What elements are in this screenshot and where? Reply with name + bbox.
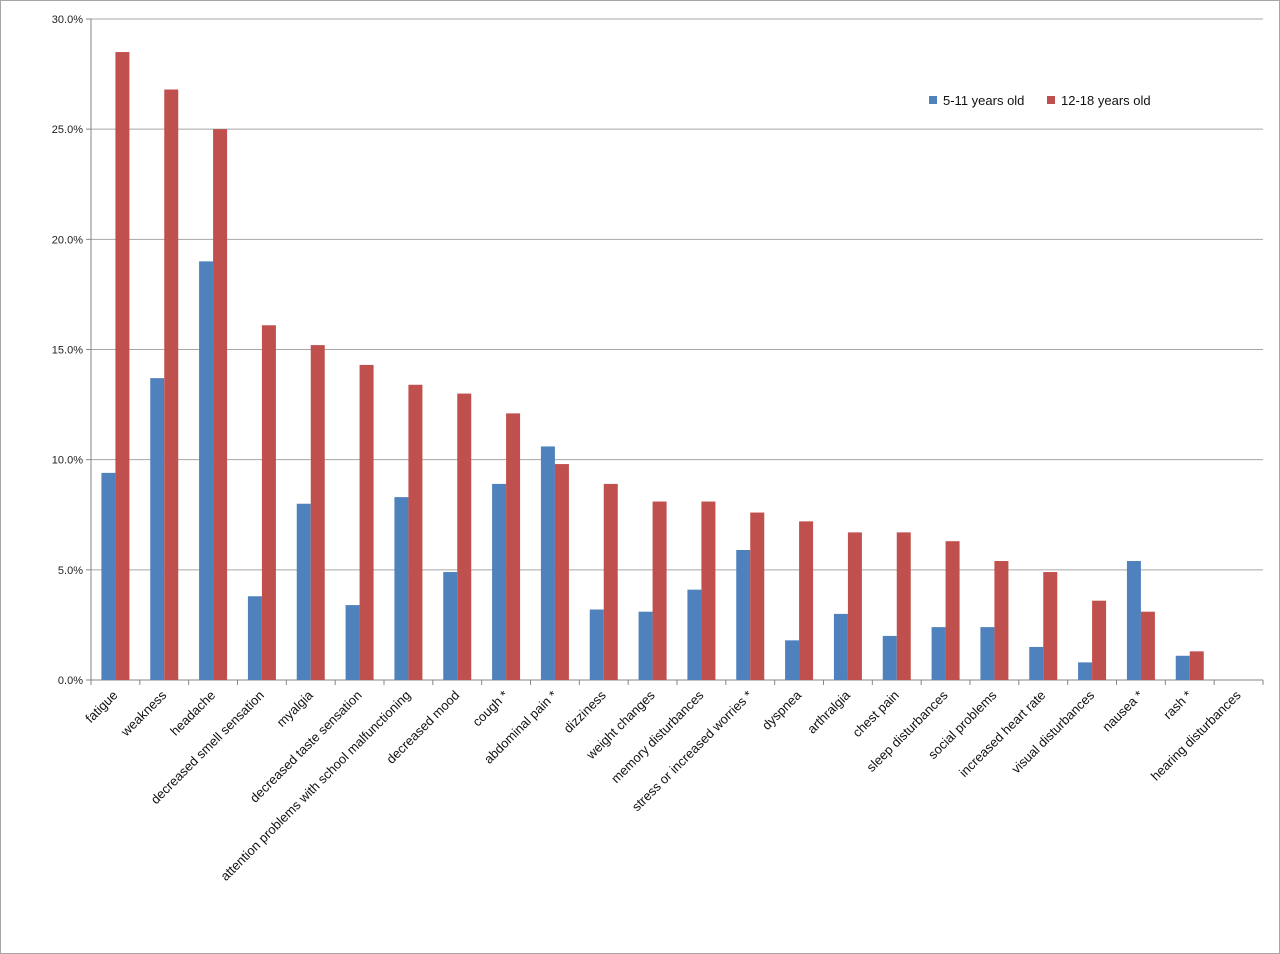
category-label: visual disturbances — [1008, 687, 1097, 776]
category-label: cough * — [469, 688, 511, 730]
y-tick-label: 10.0% — [52, 455, 83, 467]
bar-series-1-3 — [247, 596, 262, 680]
legend-swatch — [929, 96, 937, 104]
category-label: chest pain — [849, 688, 902, 741]
category-label: headache — [167, 688, 218, 739]
category-label: hearing disturbances — [1148, 687, 1244, 783]
bar-series-2-16 — [896, 532, 911, 680]
bar-series-2-20 — [1092, 600, 1107, 680]
category-label: weakness — [117, 687, 170, 740]
y-tick-label: 5.0% — [58, 565, 83, 577]
bar-series-1-4 — [296, 503, 311, 680]
bar-series-2-11 — [652, 501, 667, 680]
bar-series-1-12 — [687, 589, 702, 680]
category-label: increased heart rate — [956, 688, 1048, 780]
category-label: dizziness — [560, 687, 609, 736]
bar-series-2-19 — [1043, 572, 1058, 680]
bar-series-1-0 — [101, 472, 116, 680]
bar-series-2-5 — [359, 364, 374, 680]
legend-swatch — [1047, 96, 1055, 104]
y-tick-label: 0.0% — [58, 675, 83, 687]
bar-series-2-18 — [994, 561, 1009, 680]
bar-series-2-10 — [603, 483, 618, 680]
bar-series-1-1 — [150, 378, 165, 680]
bar-series-1-16 — [882, 635, 897, 680]
bar-series-2-7 — [457, 393, 472, 680]
bar-series-1-10 — [589, 609, 604, 680]
bar-series-2-6 — [408, 384, 423, 680]
bar-series-2-0 — [115, 52, 130, 681]
y-tick-label: 15.0% — [52, 345, 83, 357]
bar-series-1-14 — [785, 640, 800, 680]
bar-series-1-19 — [1029, 646, 1044, 680]
bar-series-1-5 — [345, 605, 360, 680]
bar-series-2-3 — [261, 325, 276, 680]
y-tick-label: 30.0% — [52, 14, 83, 26]
bars — [101, 52, 1204, 681]
bar-series-1-15 — [833, 613, 848, 680]
bar-series-2-21 — [1140, 611, 1155, 680]
bar-series-1-7 — [443, 572, 458, 680]
y-tick-label: 20.0% — [52, 234, 83, 246]
bar-series-2-1 — [164, 89, 179, 681]
category-label: arthralgia — [804, 687, 853, 736]
category-label: myalgia — [274, 687, 317, 730]
bar-series-2-12 — [701, 501, 716, 680]
bar-series-2-8 — [506, 413, 521, 680]
bar-series-1-9 — [540, 446, 555, 680]
bar-series-1-17 — [931, 627, 946, 680]
gridlines — [91, 18, 1263, 571]
legend: 5-11 years old 12-18 years old — [929, 93, 1151, 108]
bar-series-2-17 — [945, 541, 960, 680]
bar-series-1-22 — [1175, 655, 1190, 680]
category-label: nausea * — [1099, 688, 1146, 735]
bar-series-2-13 — [750, 512, 765, 680]
bar-series-2-14 — [799, 521, 814, 680]
bar-series-2-9 — [554, 464, 569, 680]
bar-series-1-6 — [394, 497, 409, 680]
category-label: memory disturbances — [608, 687, 707, 786]
bar-series-1-21 — [1126, 561, 1141, 680]
bar-series-2-22 — [1189, 651, 1204, 680]
bar-series-1-2 — [199, 261, 214, 680]
bar-series-1-18 — [980, 627, 995, 680]
y-tick-label: 25.0% — [52, 124, 83, 136]
category-label: fatigue — [82, 688, 120, 726]
bar-series-1-11 — [638, 611, 653, 680]
bar-series-2-4 — [310, 345, 325, 680]
bar-series-2-15 — [847, 532, 862, 680]
bar-series-1-13 — [736, 550, 751, 680]
legend-label: 12-18 years old — [1061, 93, 1151, 108]
category-label: rash * — [1160, 688, 1195, 723]
bar-series-1-8 — [492, 483, 507, 680]
legend-label: 5-11 years old — [943, 93, 1024, 108]
bar-series-1-20 — [1078, 662, 1093, 680]
bar-series-2-2 — [213, 129, 228, 680]
category-label: dyspnea — [759, 687, 805, 733]
axes: 0.0% 5.0% 10.0% 15.0% 20.0% 25.0% 30.0% — [52, 14, 1264, 687]
category-label: sleep disturbances — [863, 687, 951, 775]
